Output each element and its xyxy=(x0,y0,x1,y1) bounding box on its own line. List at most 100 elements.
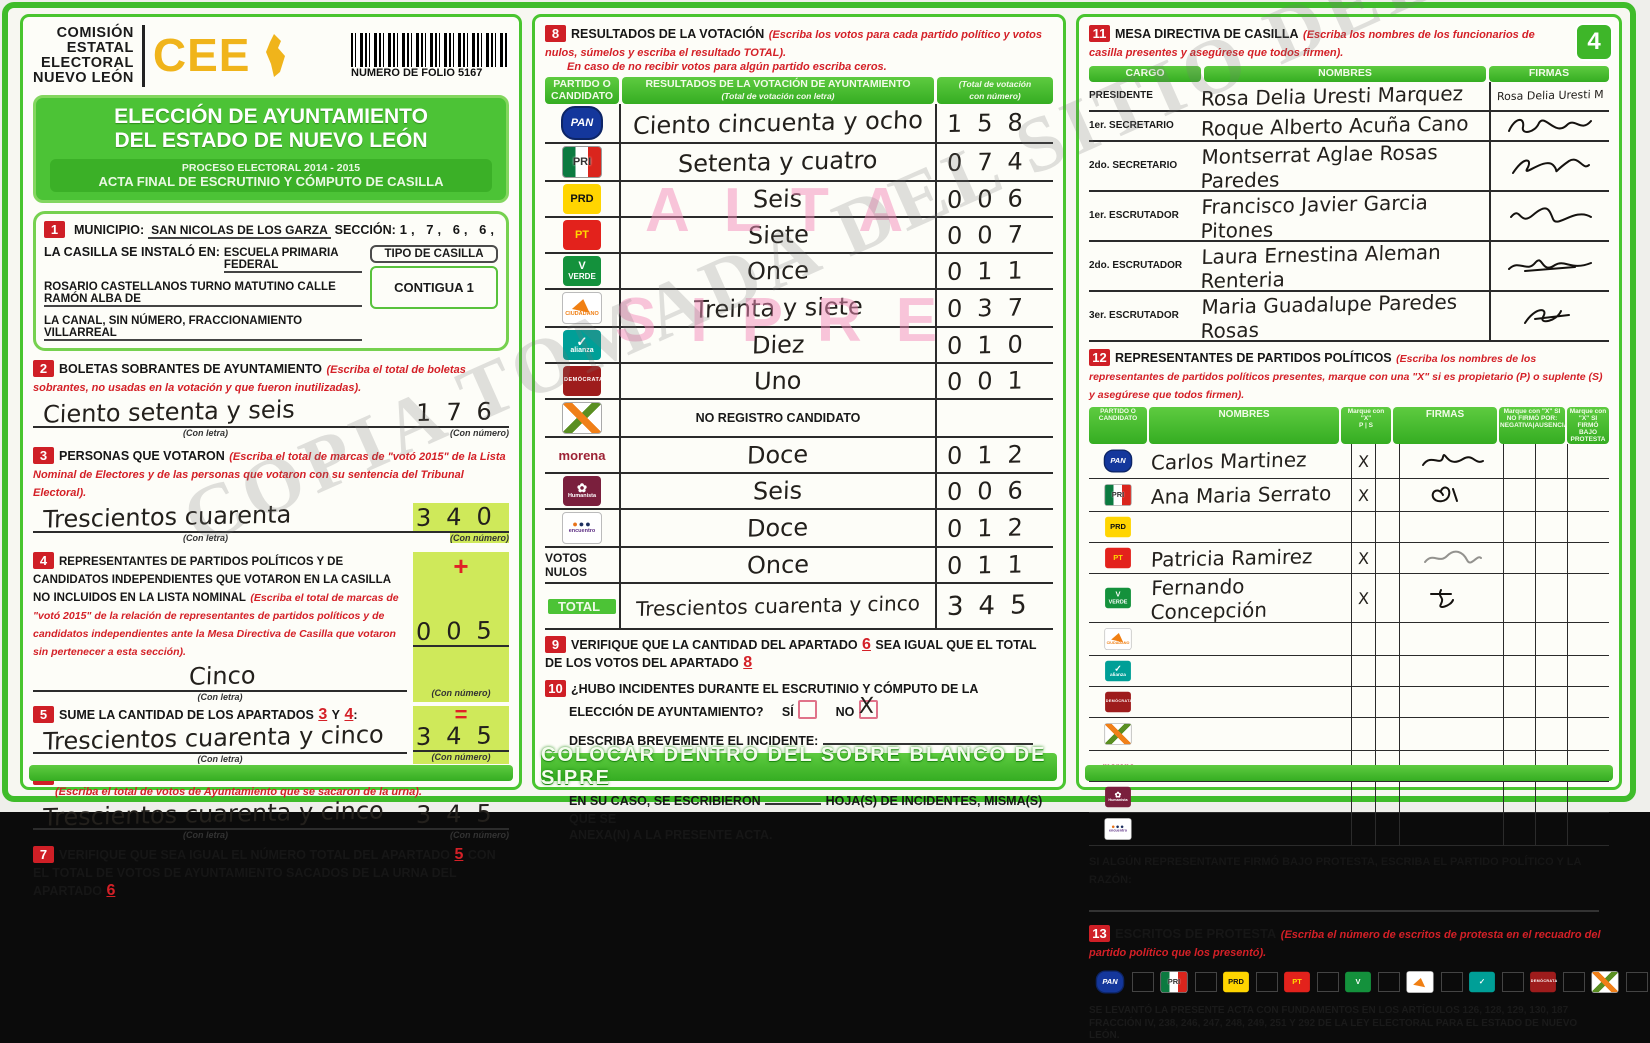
rep-marque-header: Marque con "X" P | S xyxy=(1341,406,1391,445)
con-letra-caption: (Con letra) xyxy=(183,830,228,841)
votes-number: 007 xyxy=(946,220,1039,251)
section-6-instruction: (Escriba el total de votos de Ayuntamien… xyxy=(55,786,422,799)
con-numero-caption: (Con número) xyxy=(431,688,491,699)
section-8-badge: 8 xyxy=(545,25,566,42)
funcionario-name: Rosa Delia Uresti Marquez xyxy=(1200,80,1464,111)
votes-words: Doce xyxy=(747,513,809,543)
results-row-morena: morena Doce 012 xyxy=(545,438,1053,475)
funcionario-name: Montserrat Aglae Rosas Paredes xyxy=(1200,139,1439,193)
con-numero-caption: (Con número) xyxy=(450,830,509,841)
equals-operator: = xyxy=(454,702,468,728)
personas-votaron-numero: 340 xyxy=(415,502,507,533)
results-row-nulos: VOTOS NULOS Once 011 xyxy=(545,548,1053,585)
section-3-label: PERSONAS QUE VOTARON xyxy=(59,449,225,464)
personas-votaron-letra: Trescientos cuarenta xyxy=(42,500,292,534)
protesta-count-box xyxy=(1626,972,1648,993)
describa-incidente-label: DESCRIBA BREVEMENTE EL INCIDENTE: xyxy=(569,734,819,749)
col-words-header: RESULTADOS DE LA VOTACIÓN DE AYUNTAMIENT… xyxy=(622,77,934,105)
section-3-badge: 3 xyxy=(33,447,54,465)
suma-numero: 345 xyxy=(415,721,507,752)
protesta-count-box xyxy=(1378,972,1400,993)
ausencia-cell xyxy=(1535,479,1567,512)
section-10-incidentes: 10 ¿HUBO INCIDENTES DURANTE EL ESCRUTINIO… xyxy=(545,680,1053,842)
propietario-x: X xyxy=(1357,588,1370,608)
commission-name: COMISIÓN ESTATAL ELECTORAL NUEVO LEÓN xyxy=(33,25,134,87)
section-7-label-pre: VERIFIQUE QUE SEA IGUAL EL NÚMERO TOTAL … xyxy=(59,848,451,863)
votes-words: Treinta y siete xyxy=(693,292,863,324)
section-4-label: REPRESENTANTES DE PARTIDOS POLÍTICOS Y D… xyxy=(33,556,391,605)
con-numero-caption: (Con número) xyxy=(431,752,491,763)
votes-number: 010 xyxy=(946,330,1039,361)
election-title: ELECCIÓN DE AYUNTAMIENTO DEL ESTADO DE N… xyxy=(33,95,509,204)
rep-row-alianza: ✓ alianza xyxy=(1089,656,1609,688)
pri-logo: PRI xyxy=(1104,484,1132,507)
votes-number: 001 xyxy=(946,366,1039,397)
proceso-electoral: PROCESO ELECTORAL 2014 - 2015 xyxy=(181,162,361,175)
plus-operator: + xyxy=(453,551,469,582)
prd-logo: PRD xyxy=(1223,972,1249,993)
votos-nulos-label: VOTOS NULOS xyxy=(545,551,587,580)
section-2-instruction: (Escriba el total de boletas sobrantes, … xyxy=(33,364,466,395)
representantes-numero: 005 xyxy=(415,616,507,647)
results-row-prd: PRD Seis 006 xyxy=(545,182,1053,219)
section-13-escritos: 13 ESCRITOS DE PROTESTA (Escriba el númer… xyxy=(1089,925,1609,961)
hojas-incidentes-mid: HOJA(S) DE INCIDENTES, MISMA(S) QUE SE xyxy=(569,794,1043,827)
votes-words: Diez xyxy=(751,330,805,360)
ausencia-cell xyxy=(1535,512,1567,543)
pt-logo: PT xyxy=(563,220,601,251)
seccion-value: 1, 7, 6, 6, xyxy=(399,222,498,238)
mesa-row-2do-secretario: 2do. SECRETARIO Montserrat Aglae Rosas P… xyxy=(1089,139,1609,193)
rep-nofirmo-header: Marque con "X" SI NO FIRMÓ POR: NEGATIVA|… xyxy=(1499,406,1568,445)
democrata-logo: DEMÓCRATA xyxy=(563,366,603,397)
con-numero-caption: (Con número) xyxy=(450,428,509,439)
representantes-letra: Cinco xyxy=(188,661,256,691)
folio-number: NUMERO DE FOLIO 5167 xyxy=(351,67,483,79)
section-13-badge: 13 xyxy=(1089,925,1110,943)
nueva-alianza-logo: ✓ alianza xyxy=(563,330,601,361)
votes-words: Seis xyxy=(752,476,804,506)
sobre-blanco-banner: COLOCAR DENTRO DEL SOBRE BLANCO DE SIPRE xyxy=(541,744,1057,789)
rep-row-prd: PRD xyxy=(1089,512,1609,544)
mesa-row-1er-escrutador: 1er. ESCRUTADOR Francisco Javier Garcia … xyxy=(1089,190,1609,243)
right-panel: 4 11 MESA DIRECTIVA DE CASILLA (Escriba l… xyxy=(1076,14,1648,1041)
protesta-blank-line xyxy=(1089,898,1599,913)
rep-row-humanista: ✿ Humanista xyxy=(1089,782,1609,814)
rep-row-verde: V VERDE Fernando Concepción X xyxy=(1089,574,1609,624)
suplente-cell xyxy=(1375,479,1399,512)
con-letra-caption: (Con letra) xyxy=(183,428,228,439)
cruzada-ciudadana-logo xyxy=(1104,723,1132,746)
seccion-label: SECCIÓN: xyxy=(334,223,396,238)
suplente-cell xyxy=(1375,574,1399,623)
signature-scribble xyxy=(1508,118,1592,133)
protesta-cell xyxy=(1567,574,1609,623)
protesta-cell xyxy=(1567,479,1609,512)
cargo-label: 1er. ESCRUTADOR xyxy=(1089,210,1179,222)
section-5-label: SUME LA CANTIDAD DE LOS APARTADOS xyxy=(59,708,314,723)
section-4-badge: 4 xyxy=(33,552,54,570)
section-9-label-mid: SEA IGUAL QUE EL TOTAL DE LOS VOTOS DEL … xyxy=(545,638,1037,671)
verde-logo: V xyxy=(1345,972,1371,993)
suplente-cell xyxy=(1375,444,1399,479)
sobre-blanco-text: COLOCAR DENTRO DEL SOBRE BLANCO DE SIPRE xyxy=(541,744,1047,789)
protesta-count-box xyxy=(1502,972,1524,993)
negativa-cell xyxy=(1503,444,1535,479)
results-row-total: TOTAL Trescientos cuarenta y cinco 345 xyxy=(545,584,1053,631)
section-5-badge: 5 xyxy=(33,706,54,724)
verde-logo: V VERDE xyxy=(1105,588,1131,609)
section-8-label: RESULTADOS DE LA VOTACIÓN xyxy=(571,27,765,41)
ref-apartado-3: 3 xyxy=(318,706,328,724)
mesa-table: CARGO NOMBRES FIRMAS PRESIDENTE Rosa Del… xyxy=(1089,66,1609,343)
subtitle-pill: PROCESO ELECTORAL 2014 - 2015 ACTA FINAL… xyxy=(50,159,492,193)
incidentes-question-1: ¿HUBO INCIDENTES DURANTE EL ESCRUTINIO Y… xyxy=(571,682,979,697)
votes-words: Ciento cincuenta y ocho xyxy=(632,106,924,141)
con-letra-caption: (Con letra) xyxy=(183,533,228,544)
firmas-header: FIRMAS xyxy=(1489,66,1609,82)
pt-logo: PT xyxy=(1105,548,1131,569)
middle-panel: 8 RESULTADOS DE LA VOTACIÓN (Escriba los … xyxy=(532,14,1066,842)
signature-presidente: Rosa Delia Uresti M xyxy=(1496,87,1604,104)
suplente-cell xyxy=(1375,512,1399,543)
casilla-instalo-label: LA CASILLA SE INSTALÓ EN: xyxy=(44,245,220,260)
rep-protesta-header: Marque con "X" SI FIRMÓ BAJO PROTESTA xyxy=(1567,406,1609,445)
hojas-incidentes-post: ANEXA(N) A LA PRESENTE ACTA. xyxy=(569,828,773,843)
negativa-cell xyxy=(1503,512,1535,543)
